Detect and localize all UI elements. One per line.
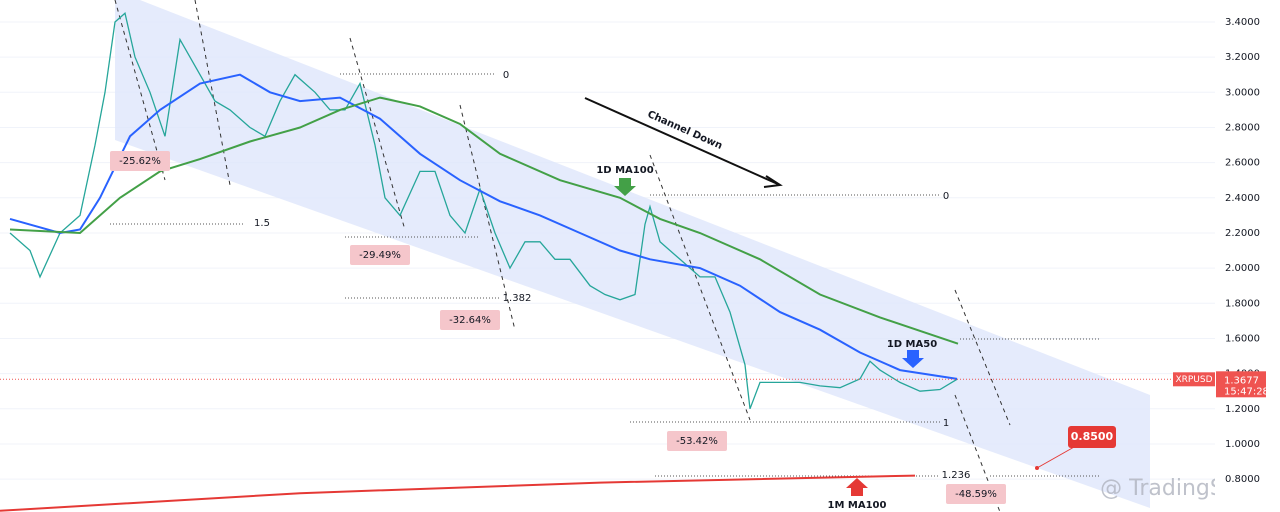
percent-label: -32.64% xyxy=(449,315,491,326)
fib-label: 1.382 xyxy=(503,293,532,304)
y-tick-label: 1.6000 xyxy=(1225,333,1260,344)
percent-label: -29.49% xyxy=(359,250,401,261)
price-tag-box xyxy=(1216,371,1266,398)
percent-box xyxy=(110,151,170,171)
y-tick-label: 2.6000 xyxy=(1225,158,1260,169)
y-tick-label: 2.4000 xyxy=(1225,193,1260,204)
percent-label: -48.59% xyxy=(955,489,997,500)
target-box xyxy=(1068,426,1116,448)
y-tick-label: 1.2000 xyxy=(1225,404,1260,415)
percent-label: -53.42% xyxy=(676,436,718,447)
fib-label: 1.5 xyxy=(254,218,270,229)
series-line xyxy=(9,73,958,380)
arrow-head xyxy=(763,175,783,188)
fib-label: 1.236 xyxy=(942,470,971,481)
target-dot xyxy=(1035,466,1039,470)
price-axis xyxy=(1215,0,1280,512)
y-tick-label: 0.8000 xyxy=(1225,474,1260,485)
mm100-arrow xyxy=(846,478,868,496)
axis: 0.80001.00001.20001.40001.60001.80002.00… xyxy=(1216,17,1269,485)
price-tag-time: 15:47:28 xyxy=(1224,386,1269,397)
y-tick-label: 3.2000 xyxy=(1225,52,1260,63)
y-tick-label: 1.0000 xyxy=(1225,439,1260,450)
percent-label: -25.62% xyxy=(119,156,161,167)
series-line xyxy=(9,11,958,410)
target-label: 0.8500 xyxy=(1071,430,1114,443)
price-tag-label: 1.3677 xyxy=(1224,375,1259,386)
symbol-label: XRPUSD xyxy=(1175,375,1212,385)
ma50-arrow xyxy=(902,350,924,368)
ma100-arrow xyxy=(614,178,636,196)
y-tick-label: 2.8000 xyxy=(1225,122,1260,133)
percent-box xyxy=(667,431,727,451)
series-label: 1D MA100 xyxy=(596,165,653,176)
fib-label: 0 xyxy=(503,70,509,81)
y-tick-label: 3.0000 xyxy=(1225,87,1260,98)
grid xyxy=(0,21,1215,480)
series-label: 1M MA100 xyxy=(828,500,887,511)
fib-label: 1 xyxy=(943,418,949,429)
y-tick-label: 3.4000 xyxy=(1225,17,1260,28)
y-tick-label: 2.0000 xyxy=(1225,263,1260,274)
channel-arrow xyxy=(584,97,781,186)
percent-box xyxy=(350,245,410,265)
percent-box xyxy=(946,484,1006,504)
symbol-box xyxy=(1173,372,1215,387)
percent-box xyxy=(440,310,500,330)
y-tick-label: 2.2000 xyxy=(1225,228,1260,239)
series-line xyxy=(0,474,916,512)
series-label: 1D MA50 xyxy=(887,339,937,350)
plot: 1D MA50 1D MA100 1M MA100 XRPUSD 0.8500 -25.6… xyxy=(0,11,1260,512)
fib-label: 0 xyxy=(943,191,949,202)
y-tick-label: 1.8000 xyxy=(1225,298,1260,309)
